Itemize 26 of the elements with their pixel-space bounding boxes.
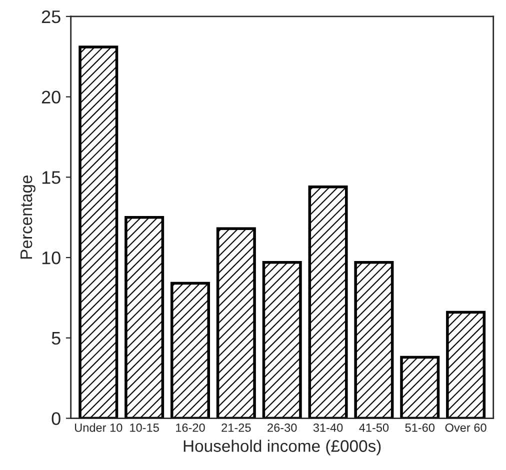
x-tick-label: 21-25 (222, 423, 251, 432)
x-tick-label: 31-40 (313, 423, 343, 432)
y-tick-label: 10 (42, 251, 60, 264)
y-tick-label: 0 (52, 412, 60, 426)
x-tick-label: Over 60 (445, 423, 486, 432)
bar (170, 282, 210, 418)
y-tick-label: 20 (42, 90, 60, 104)
x-tick-label: 51-60 (405, 423, 435, 432)
bar (216, 227, 256, 418)
bar (124, 216, 164, 418)
bar (446, 310, 486, 418)
y-tick-label: 25 (42, 10, 60, 24)
x-tick-label: 10-15 (130, 423, 159, 432)
y-axis-title: Percentage (20, 175, 36, 259)
y-tick-label: 15 (42, 171, 60, 184)
x-tick-label: Under 10 (75, 423, 122, 432)
y-tick-label: 5 (52, 332, 60, 345)
bar (400, 356, 440, 418)
bar (78, 46, 118, 418)
bar (354, 260, 394, 418)
x-tick-label: 41-50 (359, 423, 389, 432)
x-tick-label: 16-20 (176, 423, 205, 432)
x-tick-label: 26-30 (268, 423, 297, 432)
bar (308, 185, 348, 418)
x-axis-title: Household income (£000s) (184, 440, 381, 456)
bar (262, 260, 302, 418)
